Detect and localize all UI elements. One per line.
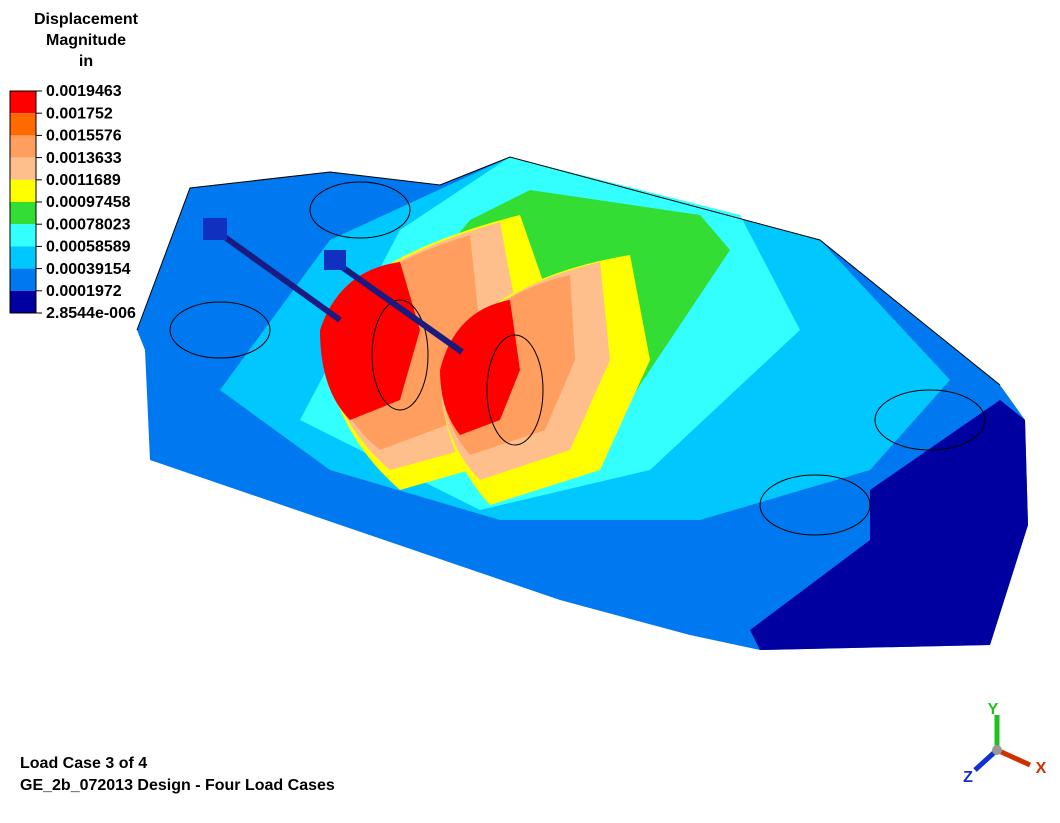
legend-label: 0.00097458 bbox=[46, 194, 131, 211]
legend-swatch bbox=[10, 290, 36, 313]
legend-swatch bbox=[10, 157, 36, 180]
legend-label: 0.0015576 bbox=[46, 128, 122, 145]
legend-label: 0.0019463 bbox=[46, 83, 122, 100]
footer-text: Load Case 3 of 4 bbox=[20, 755, 147, 772]
legend-label: 2.8544e-006 bbox=[46, 305, 136, 322]
legend-label: 0.00039154 bbox=[46, 261, 131, 278]
legend-swatch bbox=[10, 224, 36, 247]
legend-label: 0.0013633 bbox=[46, 150, 122, 167]
legend-title: Magnitude bbox=[46, 32, 126, 49]
axis-label: Y bbox=[988, 701, 999, 718]
legend-swatch bbox=[10, 179, 36, 202]
model bbox=[136, 156, 1028, 650]
legend-swatch bbox=[10, 113, 36, 136]
legend-swatch bbox=[10, 135, 36, 158]
legend-swatch bbox=[10, 246, 36, 269]
footer-text: GE_2b_072013 Design - Four Load Cases bbox=[20, 777, 335, 794]
legend-swatch bbox=[10, 91, 36, 114]
legend-swatch bbox=[10, 202, 36, 225]
legend-label: 0.00078023 bbox=[46, 216, 131, 233]
legend-label: 0.0011689 bbox=[46, 172, 121, 189]
legend-label: 0.0001972 bbox=[46, 283, 122, 300]
axis-label: Z bbox=[963, 769, 973, 786]
legend-label: 0.001752 bbox=[46, 105, 113, 122]
legend-label: 0.00058589 bbox=[46, 239, 131, 256]
axis-triad bbox=[973, 715, 1032, 772]
legend-swatch bbox=[10, 268, 36, 291]
legend-title: Displacement bbox=[34, 11, 139, 28]
axis-label: X bbox=[1036, 760, 1047, 777]
legend-title: in bbox=[79, 53, 93, 70]
